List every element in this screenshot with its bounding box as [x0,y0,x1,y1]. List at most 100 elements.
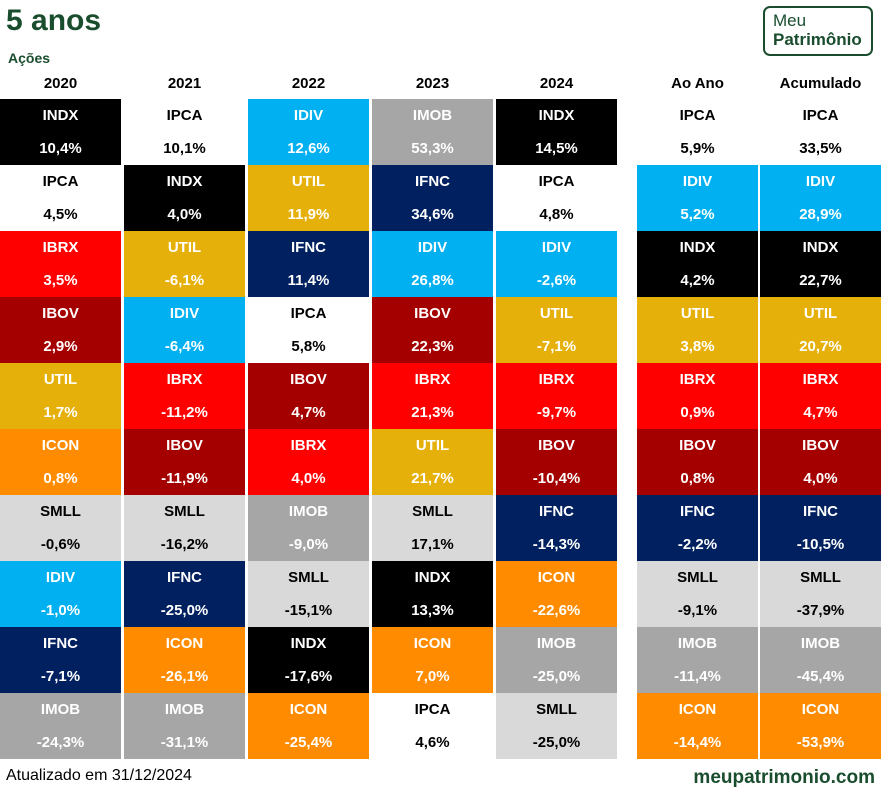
index-name: IFNC [680,503,715,520]
index-name: IBOV [679,437,716,454]
index-cell: UTIL -7,1% [496,297,617,363]
index-return: 11,4% [287,272,330,289]
index-name: INDX [166,173,203,190]
index-return: -14,4% [673,734,722,751]
index-return: 4,7% [291,404,326,421]
index-cell: IBRX 3,5% [0,231,121,297]
index-cell: IBOV 4,0% [760,429,881,495]
index-name: INDX [42,107,79,124]
index-return: -31,1% [160,734,209,751]
index-name: IDIV [45,569,76,586]
index-cell: INDX -17,6% [248,627,369,693]
index-cell: UTIL 20,7% [760,297,881,363]
index-name: IBOV [414,305,451,322]
index-name: UTIL [167,239,202,256]
index-return: -14,3% [532,536,581,553]
index-cell: IPCA 4,8% [496,165,617,231]
index-return: 26,8% [411,272,454,289]
index-name: IPCA [166,107,203,124]
index-return: -9,7% [536,404,577,421]
index-return: 4,7% [803,404,838,421]
index-cell: IDIV 26,8% [372,231,493,297]
index-cell: IFNC 34,6% [372,165,493,231]
index-return: -11,4% [674,668,721,685]
index-name: IMOB [412,107,453,124]
index-name: IBRX [42,239,79,256]
index-name: IPCA [538,173,575,190]
index-return: -37,9% [796,602,845,619]
index-cell: UTIL -6,1% [124,231,245,297]
index-return: -2,2% [677,536,718,553]
index-name: IMOB [536,635,577,652]
index-name: IBOV [538,437,575,454]
index-return: -7,1% [40,668,81,685]
index-name: IBRX [290,437,327,454]
index-name: IBRX [802,371,839,388]
index-cell: ICON -22,6% [496,561,617,627]
index-cell: ICON -14,4% [637,693,758,759]
column-header: 2022 [291,75,326,92]
updated-date: Atualizado em 31/12/2024 [6,767,192,784]
index-return: 2,9% [43,338,78,355]
index-return: 4,0% [803,470,838,487]
index-name: IPCA [802,107,839,124]
index-cell: INDX 13,3% [372,561,493,627]
column-header: 2023 [415,75,450,92]
index-return: -16,2% [160,536,209,553]
index-cell: IFNC -7,1% [0,627,121,693]
index-return: -9,1% [677,602,718,619]
index-name: UTIL [291,173,326,190]
index-cell: UTIL 11,9% [248,165,369,231]
index-name: IMOB [40,701,81,718]
index-cell: IMOB -25,0% [496,627,617,693]
index-cell: SMLL -37,9% [760,561,881,627]
index-cell: IFNC -25,0% [124,561,245,627]
index-return: 22,7% [799,272,842,289]
index-cell: IFNC -14,3% [496,495,617,561]
index-name: INDX [802,239,839,256]
index-name: IMOB [288,503,329,520]
index-cell: IBRX 4,0% [248,429,369,495]
index-name: UTIL [539,305,574,322]
index-return: 21,3% [411,404,454,421]
index-return: 17,1% [411,536,454,553]
index-return: 4,0% [167,206,202,223]
logo-line-1: Meu [773,11,807,30]
index-cell: SMLL -0,6% [0,495,121,561]
index-name: UTIL [680,305,715,322]
index-cell: IPCA 4,6% [372,693,493,759]
index-cell: IBOV -11,9% [124,429,245,495]
index-return: 34,6% [411,206,454,223]
index-return: 4,5% [43,206,78,223]
index-name: ICON [413,635,452,652]
index-name: IDIV [293,107,324,124]
index-cell: IFNC -10,5% [760,495,881,561]
index-name: ICON [41,437,80,454]
index-return: 4,0% [291,470,326,487]
index-return: -11,2% [161,404,208,421]
index-name: ICON [801,701,840,718]
column-header: 2020 [43,75,78,92]
index-cell: IBRX 4,7% [760,363,881,429]
index-name: INDX [414,569,451,586]
page-subtitle: Ações [8,50,51,66]
index-cell: ICON -53,9% [760,693,881,759]
index-cell: IPCA 33,5% [760,99,881,165]
index-name: INDX [290,635,327,652]
page-title: 5 anos [6,4,102,37]
index-cell: ICON -25,4% [248,693,369,759]
index-cell: INDX 14,5% [496,99,617,165]
index-return: 14,5% [535,140,578,157]
index-name: IFNC [291,239,326,256]
index-name: IPCA [679,107,716,124]
index-return: -45,4% [796,668,845,685]
index-cell: SMLL -25,0% [496,693,617,759]
index-name: IBOV [42,305,79,322]
index-cell: IDIV 5,2% [637,165,758,231]
index-cell: IBRX 0,9% [637,363,758,429]
index-return: 5,9% [680,140,715,157]
index-name: IBRX [679,371,716,388]
index-cell: UTIL 1,7% [0,363,121,429]
index-name: SMLL [536,701,577,718]
index-return: -7,1% [536,338,577,355]
